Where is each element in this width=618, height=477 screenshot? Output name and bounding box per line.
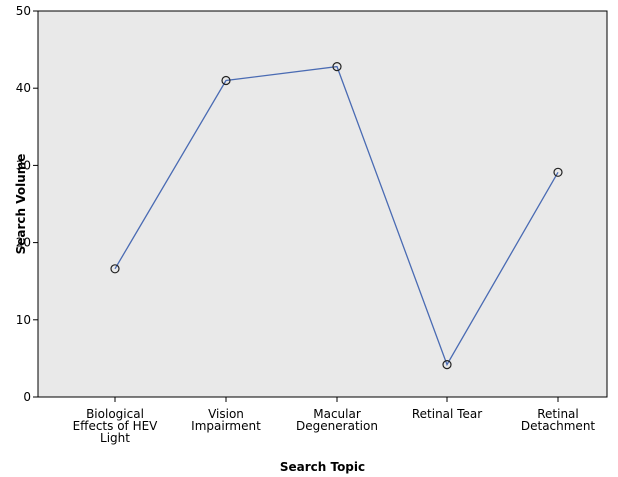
data-point: [553, 167, 563, 177]
y-axis-title: Search Volume: [14, 154, 28, 255]
x-tick-label: Retinal Detachment: [521, 407, 596, 433]
data-point: [110, 264, 120, 274]
y-tick-label: 0: [23, 390, 31, 404]
y-tick-label: 10: [16, 313, 31, 327]
x-tick-label: Vision Impairment: [191, 407, 261, 433]
series-line: [114, 65, 559, 367]
data-points: [110, 61, 563, 370]
data-point: [221, 75, 231, 86]
plot-area: [37, 10, 608, 398]
y-tick-label: 50: [16, 4, 31, 18]
x-tick-label: Biological Effects of HEV Light: [73, 407, 159, 445]
y-tick-label: 20: [16, 236, 31, 250]
y-tick-label: 40: [16, 81, 31, 95]
data-point: [442, 360, 452, 370]
x-tick-label: Macular Degeneration: [296, 407, 378, 433]
x-axis-title: Search Topic: [280, 460, 365, 474]
y-axis-ticks: 0 10 20 30 40 50: [16, 4, 38, 404]
x-axis-ticks: Biological Effects of HEV Light Vision Impai…: [73, 397, 596, 445]
data-point: [332, 61, 342, 72]
y-tick-label: 30: [16, 158, 31, 172]
x-tick-label: Retinal Tear: [412, 407, 482, 421]
